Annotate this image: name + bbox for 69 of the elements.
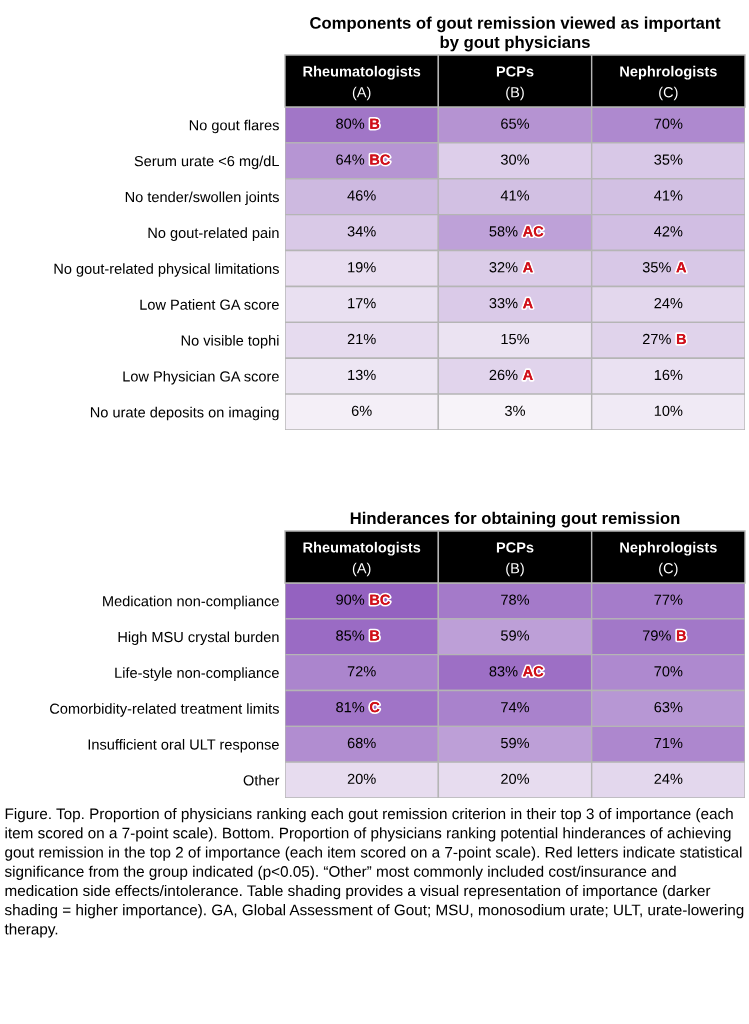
- data-label: 33% A: [489, 297, 533, 309]
- data-label: 42%: [654, 226, 683, 237]
- y-tick-label: Low Patient GA score: [140, 299, 279, 310]
- y-tick-label: Other: [243, 774, 280, 786]
- data-label: 30%: [500, 154, 530, 165]
- x-tick-label: PCPs (B): [496, 542, 534, 577]
- data-label: 70%: [654, 666, 683, 677]
- data-label: 20%: [501, 773, 530, 784]
- data-label: 17%: [348, 298, 376, 309]
- data-label: 24%: [654, 773, 683, 784]
- data-label: 20%: [347, 773, 376, 784]
- data-label: 34%: [347, 226, 376, 237]
- data-label: 59%: [500, 737, 530, 749]
- data-label: 90% BC: [336, 594, 390, 605]
- data-label: 79% B: [642, 630, 686, 641]
- data-label: 13%: [348, 369, 376, 381]
- data-label: 27% B: [642, 333, 686, 345]
- data-label: 71%: [654, 737, 683, 749]
- data-label: 41%: [654, 190, 683, 201]
- data-label: 68%: [347, 737, 376, 749]
- data-label: 21%: [347, 333, 376, 345]
- data-label: 15%: [501, 333, 530, 345]
- text: Figure. Top. Proportion of physicians ranking each gout remission criterion in their top 3 of importance (each item scored on a 7-point scale). Bottom. Proportion of physicians ranking potential hinderances of achieving gout remission in the top 2 of importance (each item scored on a 7-point scale). Red letters indicate statistical significance from the group indicated (p<0.05). “Other” most commonly included cost/insurance and medication side effects/intolerance. Table shading provides a visual representation of importance (darker shading = higher importance). GA, Global Assessment of Gout; MSU, monosodium urate; ULT, urate-lowering therapy.: [4, 808, 744, 938]
- y-tick-label: No visible tophi: [181, 334, 279, 349]
- data-label: 35% A: [642, 262, 687, 273]
- x-tick-label: PCPs (B): [496, 66, 534, 101]
- data-label: 41%: [500, 190, 530, 201]
- x-tick-label: Nephrologists (C): [620, 65, 717, 101]
- data-label: 46%: [347, 190, 376, 201]
- y-tick-label: Insufficient oral ULT response: [88, 738, 279, 753]
- data-label: 78%: [501, 594, 530, 605]
- y-tick-label: Medication non-compliance: [103, 595, 279, 610]
- y-tick-label: Life-style non-compliance: [115, 667, 279, 681]
- data-label: 85% B: [336, 630, 380, 641]
- data-label: 64% BC: [336, 154, 390, 165]
- data-label: 59%: [500, 630, 530, 641]
- data-label: 24%: [654, 297, 683, 309]
- data-label: 10%: [654, 405, 683, 416]
- data-label: 58% AC: [489, 226, 544, 237]
- y-tick-label: No urate deposits on imaging: [90, 406, 279, 421]
- data-label: 3%: [505, 405, 526, 416]
- y-tick-label: No tender/swollen joints: [125, 191, 279, 206]
- data-label: 16%: [654, 369, 683, 381]
- x-tick-label: Rheumatologists (A): [303, 65, 421, 101]
- data-label: 74%: [501, 702, 530, 713]
- x-tick-label: Rheumatologists (A): [303, 541, 421, 577]
- data-label: 81% C: [336, 702, 380, 713]
- data-label: 19%: [348, 262, 376, 273]
- data-label: 65%: [501, 118, 530, 129]
- data-label: 80% B: [336, 118, 380, 129]
- data-label: 32% A: [489, 262, 533, 273]
- chart-title: Components of gout remission viewed as important by gout physicians: [310, 16, 721, 52]
- chart-title: Hinderances for obtaining gout remission: [350, 511, 680, 528]
- data-label: 70%: [654, 118, 683, 129]
- y-tick-label: No gout-related pain: [148, 227, 279, 241]
- y-tick-label: Serum urate <6 mg/dL: [134, 155, 279, 170]
- data-label: 77%: [654, 594, 683, 605]
- data-label: 26% A: [489, 369, 533, 381]
- y-tick-label: No gout-related physical limitations: [54, 263, 279, 277]
- data-label: 72%: [347, 666, 376, 677]
- data-label: 83% AC: [489, 666, 544, 677]
- y-tick-label: Low Physician GA score: [123, 370, 279, 385]
- y-tick-label: No gout flares: [189, 119, 279, 134]
- data-label: 6%: [351, 405, 372, 416]
- y-tick-label: Comorbidity-related treatment limits: [50, 703, 279, 717]
- data-label: 35%: [654, 154, 683, 165]
- x-tick-label: Nephrologists (C): [620, 541, 717, 577]
- y-tick-label: High MSU crystal burden: [118, 631, 279, 646]
- data-label: 63%: [654, 702, 683, 713]
